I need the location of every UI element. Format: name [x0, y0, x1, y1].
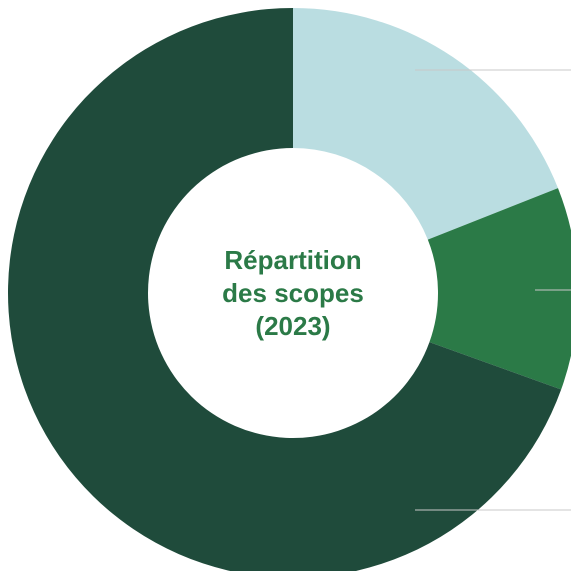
donut-slice-1 [293, 8, 558, 240]
donut-slice-3 [7, 8, 562, 571]
donut-slice-2 [427, 188, 571, 390]
